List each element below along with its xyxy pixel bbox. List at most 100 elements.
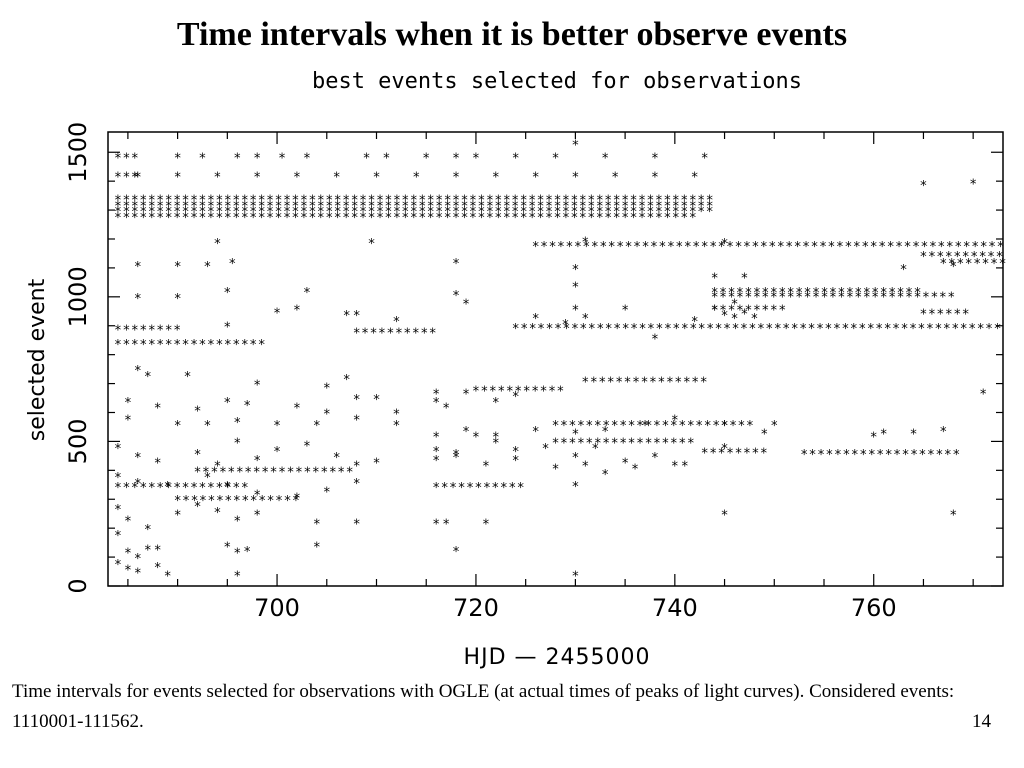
data-point: *	[368, 211, 376, 226]
data-point: *	[503, 205, 511, 220]
data-point: *	[630, 322, 638, 337]
data-point: *	[829, 290, 837, 305]
data-point: *	[325, 205, 333, 220]
data-point: *	[647, 199, 655, 214]
data-point: *	[598, 376, 606, 391]
data-point: *	[628, 419, 636, 434]
data-point: *	[735, 240, 743, 255]
chart-title: best events selected for observations	[312, 69, 802, 94]
data-point: *	[719, 290, 727, 305]
data-point: *	[638, 194, 646, 209]
data-point: *	[199, 194, 207, 209]
data-point: *	[182, 211, 190, 226]
data-point: *	[680, 205, 688, 220]
data-point: *	[139, 481, 147, 496]
data-point: *	[156, 205, 164, 220]
data-point: *	[278, 465, 286, 480]
data-point: *	[672, 205, 680, 220]
data-point: *	[441, 481, 449, 496]
data-point: *	[562, 211, 570, 226]
data-point: *	[760, 447, 768, 462]
data-point: *	[165, 194, 173, 209]
data-point: *	[351, 205, 359, 220]
data-point: *	[880, 286, 888, 301]
data-point: *	[833, 322, 841, 337]
data-point: *	[782, 322, 790, 337]
data-point: *	[427, 199, 435, 214]
data-point: *	[253, 454, 261, 469]
data-point: *	[979, 387, 987, 402]
data-point: *	[777, 240, 785, 255]
data-point: *	[728, 290, 736, 305]
data-point: *	[224, 205, 232, 220]
data-point: *	[621, 199, 629, 214]
data-point: *	[675, 240, 683, 255]
data-point: *	[743, 447, 751, 462]
data-point: *	[645, 436, 653, 451]
data-point: *	[190, 199, 198, 214]
data-point: *	[795, 290, 803, 305]
data-point: *	[817, 448, 825, 463]
data-point: *	[512, 152, 520, 167]
data-point: *	[376, 211, 384, 226]
data-point: *	[494, 194, 502, 209]
data-point: *	[486, 199, 494, 214]
data-point: *	[943, 322, 951, 337]
data-point: *	[486, 211, 494, 226]
data-point: *	[706, 322, 714, 337]
x-tick-labels: 700 720 740 760	[254, 594, 896, 622]
data-point: *	[292, 211, 300, 226]
data-point: *	[393, 194, 401, 209]
data-point: *	[204, 471, 212, 486]
data-point: *	[594, 419, 602, 434]
data-point: *	[761, 290, 769, 305]
data-point: *	[452, 289, 460, 304]
data-point: *	[977, 322, 985, 337]
data-point: *	[680, 211, 688, 226]
data-point: *	[770, 419, 778, 434]
data-point: *	[173, 481, 181, 496]
data-point: *	[194, 405, 202, 420]
data-point: *	[207, 481, 215, 496]
data-point: *	[385, 194, 393, 209]
data-point: *	[395, 327, 403, 342]
data-point: *	[376, 199, 384, 214]
data-point: *	[988, 240, 996, 255]
data-point: *	[837, 290, 845, 305]
data-point: *	[427, 211, 435, 226]
data-point: *	[732, 322, 740, 337]
data-point: *	[962, 308, 970, 323]
data-point: *	[232, 194, 240, 209]
data-point: *	[601, 468, 609, 483]
data-point: *	[213, 460, 221, 475]
data-point: *	[585, 419, 593, 434]
data-point: *	[442, 517, 450, 532]
data-point: *	[114, 529, 122, 544]
data-point: *	[743, 240, 751, 255]
data-point: *	[799, 322, 807, 337]
data-point: *	[570, 199, 578, 214]
data-point: *	[164, 569, 172, 584]
data-point: *	[202, 465, 210, 480]
data-point: *	[233, 494, 241, 509]
data-point: *	[503, 199, 511, 214]
data-point: *	[701, 240, 709, 255]
data-point: *	[250, 494, 258, 509]
data-point: *	[492, 170, 500, 185]
data-point: *	[994, 322, 1002, 337]
data-point: *	[520, 199, 528, 214]
data-point: *	[131, 205, 139, 220]
data-point: *	[655, 194, 663, 209]
data-point: *	[224, 338, 232, 353]
data-point: *	[452, 194, 460, 209]
data-point: *	[596, 199, 604, 214]
data-point: *	[156, 211, 164, 226]
data-point: *	[552, 419, 560, 434]
data-point: *	[829, 286, 837, 301]
data-point: *	[308, 205, 316, 220]
data-point: *	[334, 199, 342, 214]
data-point: *	[511, 205, 519, 220]
data-point: *	[343, 309, 351, 324]
data-point: *	[721, 309, 729, 324]
data-point: *	[401, 194, 409, 209]
